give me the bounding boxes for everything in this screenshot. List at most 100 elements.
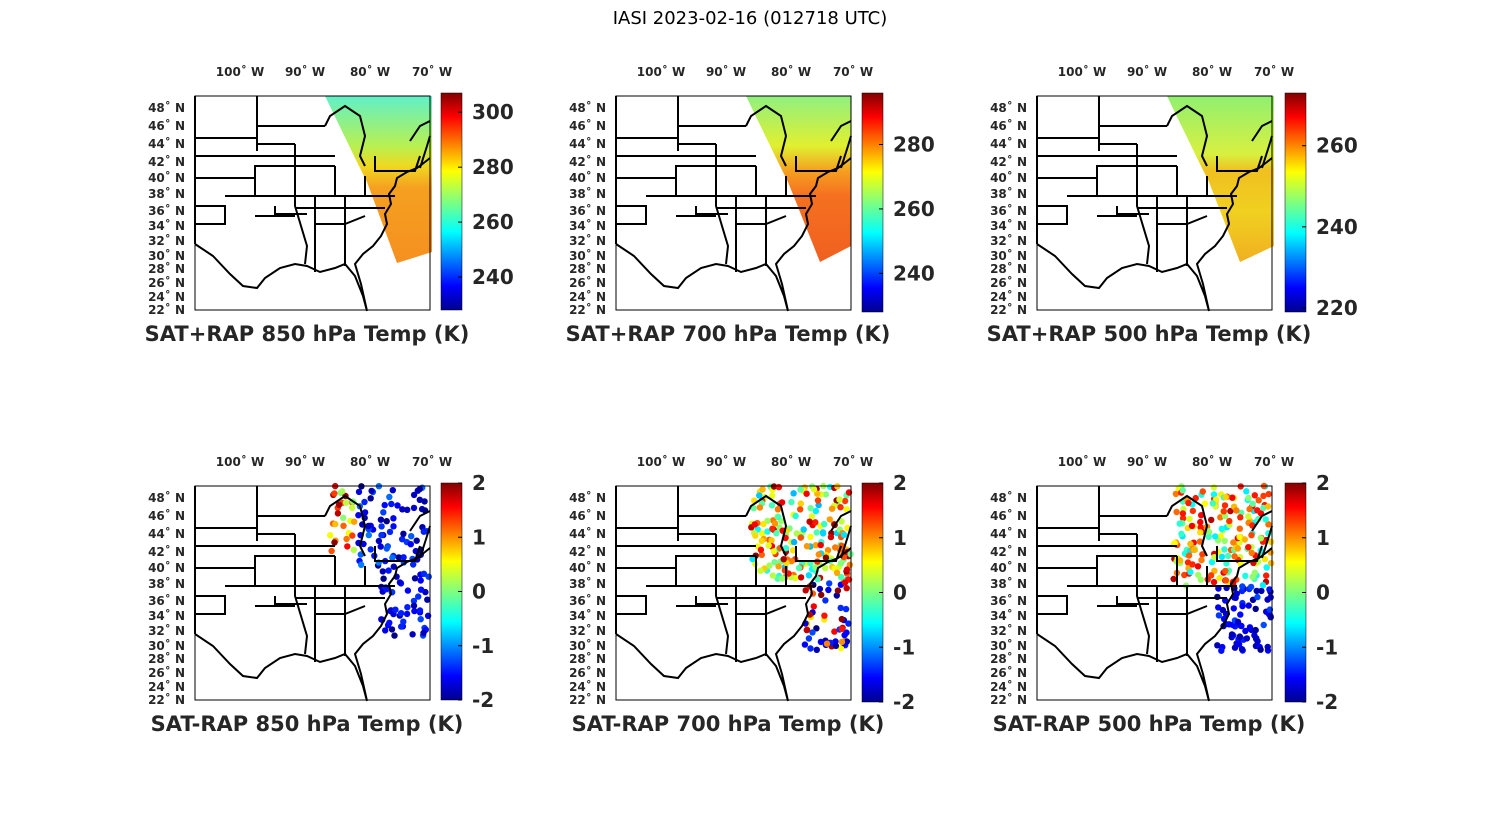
data-point — [1197, 576, 1204, 583]
data-point — [1231, 553, 1238, 560]
lat-label: 28˚ N — [990, 261, 1027, 276]
data-point — [1252, 605, 1259, 613]
data-point — [351, 518, 358, 525]
state-border — [1166, 494, 1209, 557]
data-point — [396, 579, 404, 586]
data-point — [390, 523, 397, 530]
data-point — [1264, 643, 1271, 651]
data-point — [1173, 508, 1180, 516]
data-point — [1224, 552, 1232, 560]
lat-label: 34˚ N — [569, 608, 606, 623]
lat-label: 40˚ N — [990, 560, 1027, 575]
data-point — [1257, 535, 1264, 542]
state-border — [409, 120, 431, 142]
data-point — [838, 518, 845, 525]
data-point — [813, 529, 820, 536]
data-point — [392, 606, 399, 613]
coastline — [194, 157, 431, 312]
data-point — [1181, 571, 1188, 579]
state-border — [315, 215, 366, 225]
lat-label: 34˚ N — [148, 608, 185, 623]
data-point — [822, 564, 829, 572]
colorbar-tick-label: 260 — [1316, 134, 1358, 158]
lat-label: 34˚ N — [990, 218, 1027, 233]
lat-label: 48˚ N — [990, 100, 1027, 115]
lat-label: 44˚ N — [990, 136, 1027, 151]
lat-label: 42˚ N — [990, 154, 1027, 169]
data-point — [332, 520, 339, 528]
data-point — [349, 532, 356, 539]
data-point — [417, 577, 424, 584]
data-point — [1176, 520, 1183, 527]
data-point — [768, 502, 776, 509]
lat-label: 38˚ N — [990, 186, 1027, 201]
data-point — [779, 575, 786, 582]
data-point — [1246, 624, 1254, 631]
data-point — [1187, 540, 1194, 548]
data-point — [394, 502, 401, 509]
data-point — [417, 586, 425, 593]
data-point — [377, 516, 385, 523]
data-point — [383, 518, 390, 525]
colorbar-tick-label: 260 — [893, 197, 935, 221]
data-point — [413, 537, 420, 544]
data-point — [1267, 594, 1274, 601]
data-point — [1251, 569, 1258, 576]
state-boundaries — [194, 486, 431, 702]
data-point — [1189, 507, 1197, 515]
data-point — [420, 528, 427, 535]
data-point — [1199, 551, 1206, 558]
data-point — [416, 607, 424, 614]
data-point — [803, 490, 810, 497]
state-border — [374, 155, 421, 172]
data-point — [1222, 493, 1229, 501]
data-point — [807, 645, 814, 652]
data-point — [797, 574, 805, 581]
colorbar: 300 280 260 240 — [440, 92, 514, 311]
data-point — [1185, 499, 1192, 507]
data-point — [797, 486, 804, 493]
data-point — [837, 560, 844, 567]
data-point — [757, 546, 765, 553]
lat-label: 36˚ N — [148, 203, 185, 218]
data-point — [834, 587, 842, 594]
satellite-swath — [1167, 96, 1274, 262]
data-point — [390, 515, 397, 522]
state-border — [1251, 120, 1273, 142]
data-point — [836, 496, 843, 503]
colorbar: 260 240 220 — [1284, 92, 1358, 320]
data-point — [806, 518, 813, 525]
data-point — [826, 516, 833, 523]
data-point — [1198, 556, 1205, 564]
data-point — [379, 568, 386, 575]
lat-label: 32˚ N — [569, 623, 606, 638]
data-point — [837, 604, 844, 612]
data-point — [386, 493, 393, 501]
data-point — [1215, 604, 1222, 611]
data-point — [825, 586, 832, 594]
data-point — [1197, 518, 1204, 526]
data-point — [810, 486, 818, 493]
data-point — [355, 512, 362, 519]
colorbar-tick-label: 1 — [472, 525, 486, 549]
data-point — [760, 520, 767, 528]
data-point — [355, 488, 363, 496]
data-point — [1208, 516, 1215, 524]
figure-title: IASI 2023-02-16 (012718 UTC) — [612, 8, 888, 29]
lon-label: 90˚ W — [285, 454, 325, 469]
data-point — [365, 522, 372, 530]
lon-label: 100˚ W — [1058, 64, 1106, 79]
data-point — [828, 505, 836, 512]
lat-label: 48˚ N — [148, 490, 185, 505]
data-point — [1258, 587, 1265, 595]
data-point — [1251, 492, 1258, 499]
map-panel: 48˚ N 46˚ N 44˚ N 42˚ N40˚ N38˚ N 36˚ N34˚ N… — [148, 454, 463, 736]
lat-label: 26˚ N — [569, 275, 606, 290]
state-border — [1261, 135, 1273, 169]
state-border — [324, 494, 367, 557]
state-border — [274, 206, 307, 215]
lat-label: 38˚ N — [990, 576, 1027, 591]
data-point — [1238, 622, 1245, 630]
data-point — [421, 498, 428, 505]
